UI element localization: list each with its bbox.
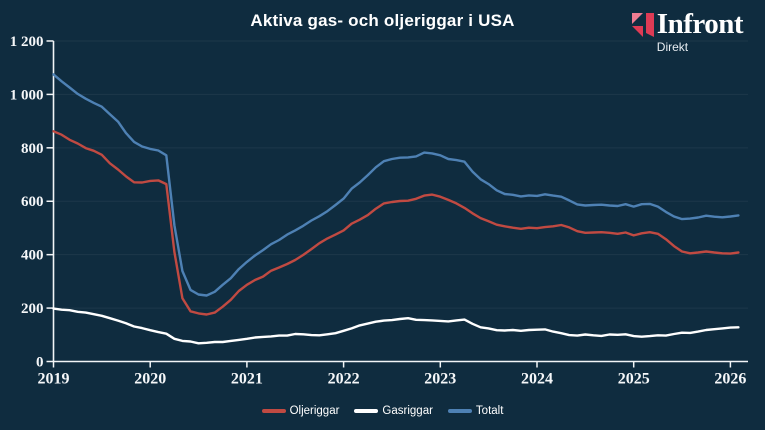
series-line-oljeriggar xyxy=(52,130,740,316)
legend-item-gasriggar: Gasriggar xyxy=(354,405,433,417)
legend-item-totalt: Totalt xyxy=(447,405,504,417)
infront-logo-mark-icon xyxy=(631,13,654,37)
infront-logo-text: Infront xyxy=(656,8,744,40)
y-tick-label: 1 000 xyxy=(10,87,44,103)
legend-swatch-icon xyxy=(447,409,472,413)
x-tick-label: 2026 xyxy=(714,371,746,388)
y-tick-label: 800 xyxy=(21,141,44,157)
x-tick-label: 2023 xyxy=(424,371,456,388)
legend-label: Totalt xyxy=(475,405,504,417)
x-tick-label: 2020 xyxy=(134,371,166,388)
chart-legend: Oljeriggar Gasriggar Totalt xyxy=(0,405,765,417)
infront-logo: Infront Direkt xyxy=(631,8,744,54)
legend-label: Oljeriggar xyxy=(289,405,340,417)
legend-label: Gasriggar xyxy=(382,405,433,417)
x-tick-label: 2024 xyxy=(521,371,553,388)
x-tick-label: 2019 xyxy=(38,371,70,388)
series-line-gasriggar xyxy=(52,307,740,345)
chart-title: Aktiva gas- och oljeriggar i USA xyxy=(250,11,515,30)
legend-swatch-icon xyxy=(354,409,379,413)
legend-item-oljeriggar: Oljeriggar xyxy=(261,405,340,417)
legend-swatch-icon xyxy=(261,409,286,413)
x-tick-label: 2021 xyxy=(231,371,263,388)
x-tick-label: 2025 xyxy=(618,371,650,388)
y-tick-label: 1 200 xyxy=(10,34,44,50)
y-tick-label: 200 xyxy=(21,301,44,317)
y-tick-label: 600 xyxy=(21,194,44,210)
series-line-totalt xyxy=(52,73,740,297)
y-tick-label: 400 xyxy=(21,248,44,264)
infront-logo-subtext: Direkt xyxy=(656,40,689,54)
y-tick-label: 0 xyxy=(36,355,44,371)
x-tick-label: 2022 xyxy=(328,371,360,388)
